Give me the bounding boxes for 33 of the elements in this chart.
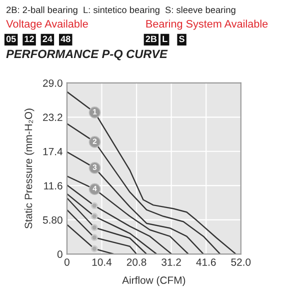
- y-tick-label: 0: [57, 250, 62, 258]
- text: 2B: 2-ball bearing L: sintetico bearing S: sleeve bearing: [6, 6, 236, 15]
- y-tick-label: 29.0: [43, 79, 62, 87]
- x-tick-label: 0: [64, 258, 70, 266]
- y-tick-label: 11.6: [44, 182, 62, 190]
- x-axis-title: Airflow (CFM): [122, 276, 186, 286]
- text: 05: [6, 36, 16, 42]
- x-tick-label: 41.6: [196, 258, 216, 266]
- line-series: [66, 123, 221, 254]
- text: L: [162, 36, 168, 42]
- text: 2B: [146, 36, 157, 42]
- x-tick-label: 52.0: [231, 258, 251, 266]
- line-series: [66, 209, 138, 254]
- text: 24: [42, 36, 52, 42]
- y-axis-title: Static Pressure (mm-H₂O): [24, 108, 34, 228]
- line-series: [66, 151, 204, 254]
- x-tick-label: 31.2: [162, 258, 181, 266]
- y-tick-label: 5.80: [42, 216, 62, 224]
- text: Bearing System Available: [146, 20, 268, 30]
- text: 48: [60, 36, 70, 42]
- x-tick-label: 10.4: [92, 258, 112, 266]
- text: Voltage Available: [6, 20, 88, 30]
- line-series: [66, 184, 172, 254]
- line-series: [66, 197, 148, 254]
- text: 12: [24, 36, 34, 42]
- line-series: [66, 91, 236, 254]
- y-tick-label: 17.4: [43, 148, 62, 156]
- chart-title: PERFORMANCE P-Q CURVE: [6, 50, 168, 60]
- text: S: [179, 36, 184, 42]
- line-series: [66, 193, 158, 254]
- x-tick-label: 20.8: [126, 258, 146, 266]
- y-tick-label: 23.2: [43, 114, 62, 122]
- line-series: [66, 176, 189, 254]
